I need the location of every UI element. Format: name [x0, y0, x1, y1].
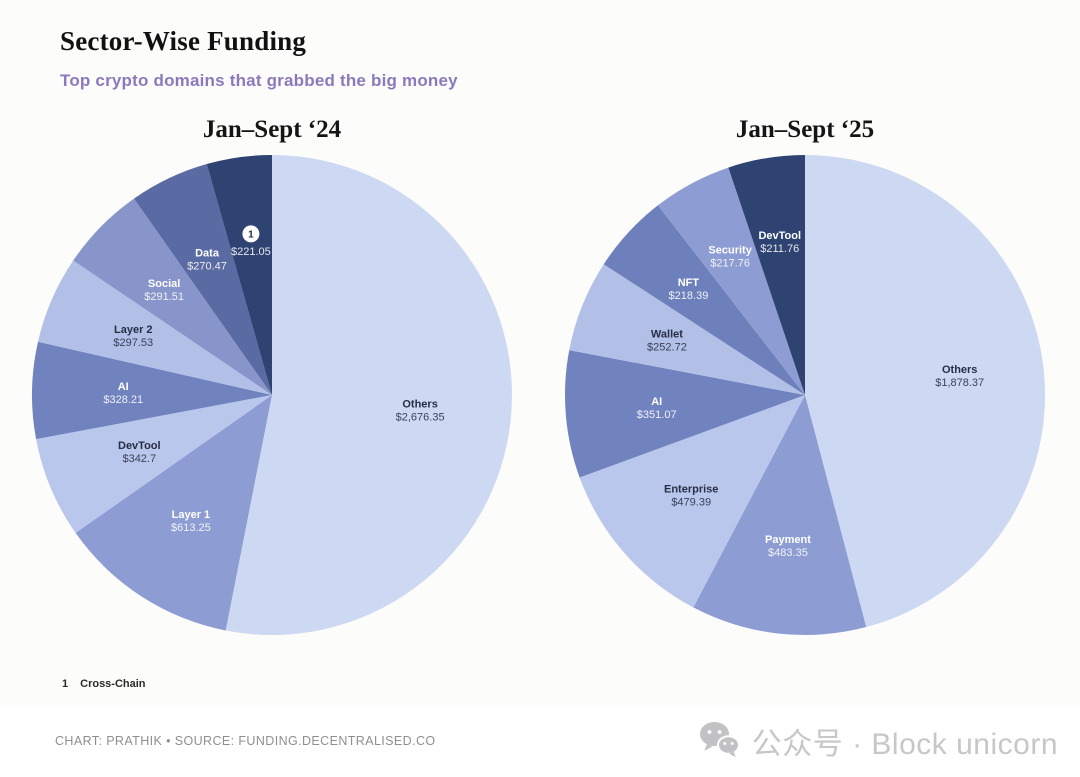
- svg-text:Others: Others: [942, 364, 977, 376]
- svg-text:DevTool: DevTool: [118, 440, 161, 452]
- svg-text:$328.21: $328.21: [103, 394, 143, 406]
- svg-text:$483.35: $483.35: [768, 547, 808, 559]
- footnote-label: Cross-Chain: [80, 678, 146, 690]
- svg-text:Social: Social: [148, 278, 180, 290]
- svg-text:$613.25: $613.25: [171, 522, 211, 534]
- footnote: 1 Cross-Chain: [62, 678, 146, 690]
- footnote-marker: 1: [62, 678, 69, 690]
- pie-slice-social: [73, 198, 272, 395]
- svg-text:Wallet: Wallet: [651, 329, 683, 341]
- svg-text:$217.76: $217.76: [710, 257, 750, 269]
- pie-label-ai: AI$328.21: [103, 381, 143, 406]
- chart-title-2024: Jan–Sept ‘24: [202, 116, 342, 143]
- pie-slice-devtool: [728, 155, 805, 395]
- pie-label-security: Security$217.76: [708, 244, 752, 269]
- svg-text:Enterprise: Enterprise: [664, 484, 718, 496]
- svg-text:$351.07: $351.07: [637, 409, 677, 421]
- pie-slice-devtool: [36, 395, 272, 533]
- pie-slice-wallet: [569, 264, 805, 395]
- svg-text:$270.47: $270.47: [187, 260, 227, 272]
- svg-text:Security: Security: [708, 244, 752, 256]
- pie-2025-canvas: Others$1,878.37Payment$483.35Enterprise$…: [565, 155, 1046, 636]
- pie-slice-cross-chain: [206, 155, 272, 395]
- footnote-badge-circle: [242, 225, 260, 243]
- svg-text:$297.53: $297.53: [113, 337, 153, 349]
- bottom-bar: CHART: PRATHIK • SOURCE: FUNDING.DECENTR…: [0, 705, 1080, 777]
- pie-slice-ai: [32, 341, 272, 440]
- svg-text:$291.51: $291.51: [144, 291, 184, 303]
- pie-slice-others: [225, 155, 512, 635]
- svg-text:$218.39: $218.39: [669, 290, 709, 302]
- wechat-icon: [698, 720, 740, 763]
- pie-label-social: Social$291.51: [144, 278, 184, 303]
- pie-slice-others: [805, 155, 1046, 628]
- pie-label-enterprise: Enterprise$479.39: [664, 484, 718, 509]
- pie-label-cross-chain: 1 $221.05: [231, 225, 271, 258]
- pie-label-devtool: DevTool$342.7: [118, 440, 161, 465]
- svg-text:$1,878.37: $1,878.37: [935, 377, 984, 389]
- pie-label-data: Data$270.47: [187, 247, 227, 272]
- page-header: Sector-Wise Funding Top crypto domains t…: [60, 26, 458, 91]
- svg-text:$252.72: $252.72: [647, 342, 687, 354]
- pie-label-layer-2: Layer 2$297.53: [113, 324, 153, 349]
- pie-label-ai: AI$351.07: [637, 396, 677, 421]
- svg-text:$2,676.35: $2,676.35: [396, 411, 445, 423]
- page-title: Sector-Wise Funding: [60, 26, 307, 56]
- pie-chart-2024: Jan–Sept ‘24 Others $2,676.35 Layer 1 $613.…: [22, 116, 522, 640]
- svg-text:NFT: NFT: [678, 277, 700, 289]
- svg-text:$221.05: $221.05: [231, 246, 271, 258]
- pie-slice-data: [133, 164, 272, 395]
- chart-title-2025: Jan–Sept ‘25: [735, 116, 875, 143]
- svg-text:Layer 2: Layer 2: [114, 324, 153, 336]
- page-subtitle: Top crypto domains that grabbed the big …: [60, 71, 458, 90]
- pie-label-others: Others$1,878.37: [935, 364, 984, 389]
- pie-label-payment: Payment$483.35: [765, 534, 811, 559]
- svg-text:AI: AI: [651, 396, 662, 408]
- pie-slice-layer-2: [38, 260, 272, 395]
- pie-2024-canvas: Others$2,676.35 Layer 1$613.25 DevTool$342…: [32, 155, 512, 635]
- pie-slice-ai: [565, 350, 805, 478]
- pie-slice-enterprise: [579, 395, 805, 608]
- pie-slice-payment: [693, 395, 867, 636]
- watermark: 公众号 · Block unicorn: [698, 719, 1058, 763]
- pie-slice-security: [657, 167, 805, 395]
- svg-text:Others: Others: [402, 398, 437, 410]
- svg-text:$211.76: $211.76: [760, 243, 799, 255]
- svg-text:Layer 1: Layer 1: [172, 509, 211, 521]
- pie-slice-nft: [603, 205, 805, 395]
- pie-label-devtool: DevTool$211.76: [758, 230, 801, 255]
- pie-label-wallet: Wallet$252.72: [647, 329, 687, 354]
- svg-text:DevTool: DevTool: [758, 230, 801, 242]
- svg-text:Payment: Payment: [765, 534, 811, 546]
- svg-text:Data: Data: [195, 247, 220, 259]
- svg-text:$479.39: $479.39: [671, 497, 711, 509]
- svg-text:AI: AI: [118, 381, 129, 393]
- chart-credit: CHART: PRATHIK • SOURCE: FUNDING.DECENTR…: [55, 734, 436, 748]
- watermark-text: 公众号 · Block unicorn: [751, 728, 1058, 761]
- svg-text:$342.7: $342.7: [122, 453, 156, 465]
- pie-label-layer-1: Layer 1$613.25: [171, 509, 211, 534]
- svg-text:1: 1: [248, 230, 254, 241]
- pie-label-nft: NFT$218.39: [669, 277, 709, 302]
- pie-label-others: Others$2,676.35: [396, 398, 445, 423]
- pie-chart-2025: Jan–Sept ‘25 Others $1,878.37 Payment $483.…: [555, 116, 1055, 640]
- pie-slice-layer-1: [75, 395, 272, 631]
